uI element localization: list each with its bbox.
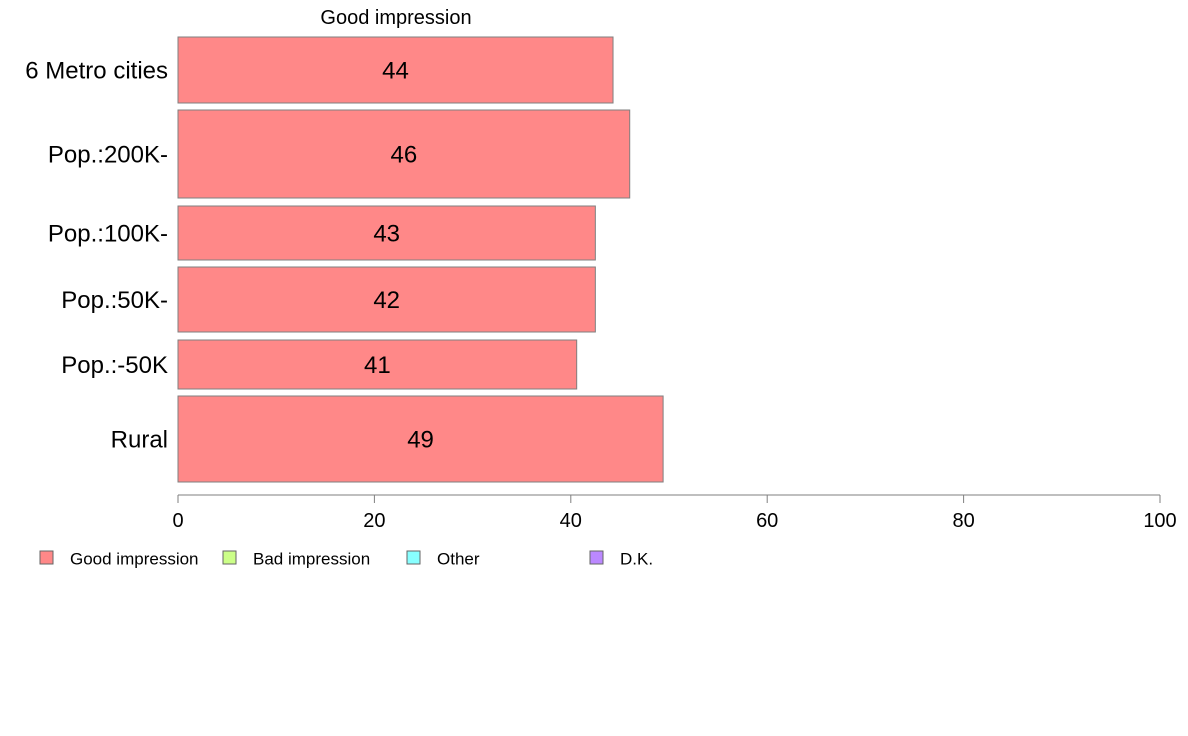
legend-swatch [589,550,604,565]
legend-entry: Good impression [70,550,199,569]
category-label: Pop.:200K- [48,142,168,169]
category-label: Pop.:50K- [61,287,168,314]
legend-entry: Bad impression [253,550,370,569]
bar-value-label: 42 [373,287,400,314]
x-tick-label: 60 [756,510,778,532]
bar-value-label: 44 [382,58,409,85]
bar-value-label: 41 [364,352,391,379]
x-axis: 0 20 40 60 80 100 [172,494,1177,532]
legend-swatch [406,550,421,565]
x-tick-label: 0 [172,510,183,532]
category-label: Rural [111,427,168,454]
legend-swatch [222,550,237,565]
bar-value-label: 46 [391,142,418,169]
bar-6 [177,395,664,483]
bar-5 [177,339,578,390]
bar-4 [177,266,596,333]
legend-entry: Other [437,550,480,569]
bars: 44 6 Metro cities 46 Pop.:200K- 43 Pop.:100K-… [25,36,664,483]
x-tick-label: 100 [1143,510,1176,532]
bar-value-label: 43 [373,221,400,248]
legend-swatch [39,550,54,565]
series-title: Good impression [320,7,471,29]
category-label: Pop.:-50K [61,352,168,379]
x-tick-label: 80 [952,510,974,532]
x-tick-label: 40 [560,510,582,532]
category-label: Pop.:100K- [48,221,168,248]
legend: Good impression Bad impression Other D.K. [39,550,653,569]
bar-2 [177,109,631,199]
bar-1 [177,36,614,104]
x-tick-label: 20 [363,510,385,532]
bar-3 [177,205,596,261]
legend-entry: D.K. [620,550,653,569]
bar-value-label: 49 [407,427,434,454]
category-label: 6 Metro cities [25,58,168,85]
